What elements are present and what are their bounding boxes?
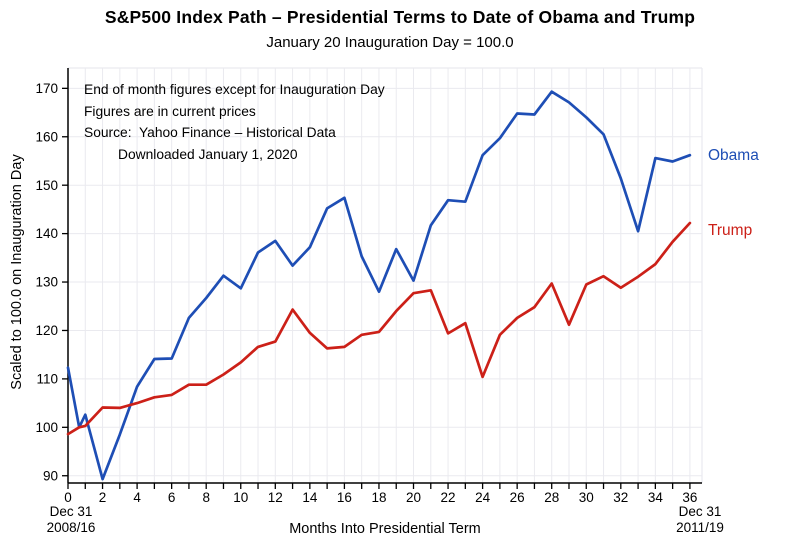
svg-text:28: 28 [544, 490, 559, 505]
svg-text:20: 20 [406, 490, 421, 505]
x-axis-start-date-note: Dec 31 2008/16 [46, 504, 96, 535]
x-axis-end-date-note: Dec 31 2011/19 [676, 504, 724, 535]
svg-text:110: 110 [36, 371, 58, 386]
svg-text:8: 8 [202, 490, 210, 505]
svg-text:16: 16 [337, 490, 352, 505]
chart-subtitle: January 20 Inauguration Day = 100.0 [266, 34, 514, 51]
svg-text:170: 170 [35, 81, 58, 96]
chart-title: S&P500 Index Path – Presidential Terms t… [104, 7, 696, 27]
svg-text:32: 32 [613, 490, 628, 505]
svg-text:2: 2 [99, 490, 107, 505]
svg-text:130: 130 [35, 275, 58, 290]
annotation-line: Figures are in current prices [84, 103, 256, 119]
svg-text:18: 18 [371, 490, 386, 505]
trump-line [66, 221, 692, 436]
svg-text:26: 26 [510, 490, 525, 505]
source-annotation: End of month figures except for Inaugura… [84, 79, 385, 165]
svg-text:6: 6 [168, 490, 176, 505]
svg-text:4: 4 [133, 490, 141, 505]
svg-text:30: 30 [579, 490, 594, 505]
annotation-line: End of month figures except for Inaugura… [84, 82, 385, 97]
annotation-line: Downloaded January 1, 2020 [118, 146, 298, 162]
obama-line [66, 90, 692, 481]
svg-text:150: 150 [35, 178, 58, 193]
svg-text:14: 14 [302, 490, 318, 505]
svg-text:90: 90 [43, 468, 58, 483]
trump-series-label: Trump [708, 222, 753, 239]
svg-text:36: 36 [682, 490, 697, 505]
svg-text:160: 160 [35, 129, 58, 144]
x-axis-title: Months Into Presidential Term [289, 521, 481, 537]
svg-text:120: 120 [35, 323, 58, 338]
svg-text:140: 140 [35, 226, 58, 241]
y-axis-title: Scaled to 100.0 on Inauguration Day [9, 154, 25, 390]
svg-text:22: 22 [441, 490, 456, 505]
svg-text:100: 100 [35, 420, 58, 435]
annotation-line: Source: Yahoo Finance – Historical Data [84, 125, 336, 140]
obama-series-label: Obama [708, 147, 759, 164]
svg-text:10: 10 [233, 490, 248, 505]
svg-text:12: 12 [268, 490, 283, 505]
svg-text:0: 0 [64, 490, 72, 505]
svg-text:34: 34 [648, 490, 664, 505]
svg-text:24: 24 [475, 490, 491, 505]
